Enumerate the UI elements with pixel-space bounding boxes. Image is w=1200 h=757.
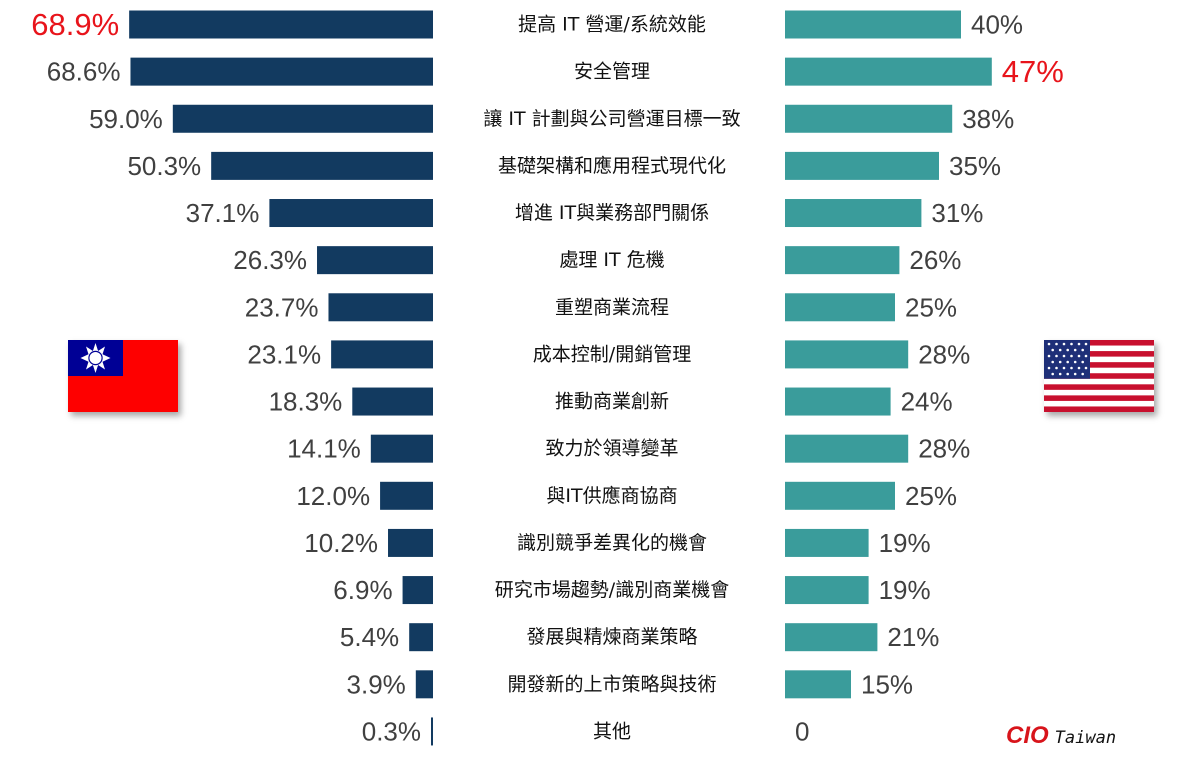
right-value-label: 25%	[905, 292, 957, 322]
right-bar	[785, 481, 895, 510]
right-bar	[785, 57, 992, 86]
right-bar	[785, 199, 922, 228]
left-value-label: 26.3%	[233, 245, 307, 275]
category-label: 成本控制/開銷管理	[533, 343, 691, 365]
left-bar	[415, 670, 433, 699]
right-value-label: 40%	[971, 10, 1023, 40]
category-label: 重塑商業流程	[555, 296, 669, 318]
left-bar	[402, 576, 433, 605]
left-value-label: 23.7%	[245, 292, 319, 322]
left-bar	[328, 293, 433, 322]
left-value-label: 5.4%	[340, 622, 399, 652]
category-label: 研究市場趨勢/識別商業機會	[495, 579, 729, 601]
right-value-label: 15%	[861, 669, 913, 699]
left-value-label: 68.9%	[31, 7, 119, 42]
right-value-label: 38%	[962, 104, 1014, 134]
left-bar	[352, 387, 433, 416]
left-bar	[211, 151, 433, 180]
left-bar	[388, 528, 433, 557]
category-label: 發展與精煉商業策略	[526, 626, 697, 648]
category-label: 推動商業創新	[555, 391, 669, 413]
left-value-label: 6.9%	[333, 575, 392, 605]
left-value-label: 37.1%	[186, 198, 260, 228]
brand-name: Taiwan	[1054, 728, 1117, 748]
right-value-label: 19%	[879, 528, 931, 558]
right-bar	[785, 293, 895, 322]
left-value-label: 3.9%	[347, 669, 406, 699]
right-value-label: 31%	[931, 198, 983, 228]
left-bar	[409, 623, 433, 652]
right-value-label: 0	[795, 716, 809, 746]
left-bar	[331, 340, 433, 369]
taiwan-flag-icon	[68, 340, 178, 412]
left-value-label: 50.3%	[127, 151, 201, 181]
left-value-label: 0.3%	[362, 716, 421, 746]
category-label: 提高 IT 營運/系統效能	[518, 14, 706, 36]
right-value-label: 25%	[905, 481, 957, 511]
right-value-label: 26%	[909, 245, 961, 275]
right-value-label: 47%	[1002, 54, 1064, 89]
left-bar	[130, 57, 433, 86]
category-label: 增進 IT與業務部門關係	[515, 202, 709, 224]
left-value-label: 23.1%	[247, 339, 321, 369]
right-bar	[785, 104, 953, 133]
brand-logo: CIO Taiwan	[1006, 722, 1186, 752]
category-label: 其他	[593, 720, 631, 742]
right-bar	[785, 434, 909, 463]
right-value-label: 28%	[918, 339, 970, 369]
category-label: 安全管理	[574, 61, 650, 83]
right-bar	[785, 576, 869, 605]
category-label: 處理 IT 危機	[559, 249, 664, 271]
left-bar	[370, 434, 433, 463]
left-bar	[431, 717, 433, 746]
left-value-label: 12.0%	[296, 481, 370, 511]
left-bar	[380, 481, 433, 510]
category-label: 與IT供應商協商	[546, 484, 677, 507]
left-value-label: 10.2%	[304, 528, 378, 558]
right-bar	[785, 10, 961, 39]
category-label: 讓 IT 計劃與公司營運目標一致	[483, 108, 740, 130]
left-bar	[129, 10, 433, 39]
category-label: 致力於領導變革	[545, 438, 678, 460]
left-value-label: 59.0%	[89, 104, 163, 134]
category-label: 基礎架構和應用程式現代化	[498, 154, 726, 177]
right-value-label: 28%	[918, 434, 970, 464]
category-label: 識別競爭差異化的機會	[517, 532, 707, 554]
right-bar	[785, 623, 878, 652]
left-bar	[269, 199, 433, 228]
left-value-label: 14.1%	[287, 434, 361, 464]
brand-cio: CIO	[1006, 722, 1049, 749]
right-value-label: 19%	[879, 575, 931, 605]
left-bar	[317, 246, 433, 275]
right-bar	[785, 340, 909, 369]
right-bar	[785, 151, 939, 180]
right-bar	[785, 246, 900, 275]
left-value-label: 68.6%	[47, 57, 121, 87]
right-value-label: 35%	[949, 151, 1001, 181]
right-bar	[785, 670, 851, 699]
category-label: 開發新的上市策略與技術	[507, 673, 716, 695]
right-bar	[785, 528, 869, 557]
right-bar	[785, 387, 891, 416]
left-bar	[172, 104, 433, 133]
usa-flag-icon	[1044, 340, 1154, 412]
right-value-label: 21%	[887, 622, 939, 652]
right-value-label: 24%	[901, 387, 953, 417]
left-value-label: 18.3%	[269, 387, 343, 417]
